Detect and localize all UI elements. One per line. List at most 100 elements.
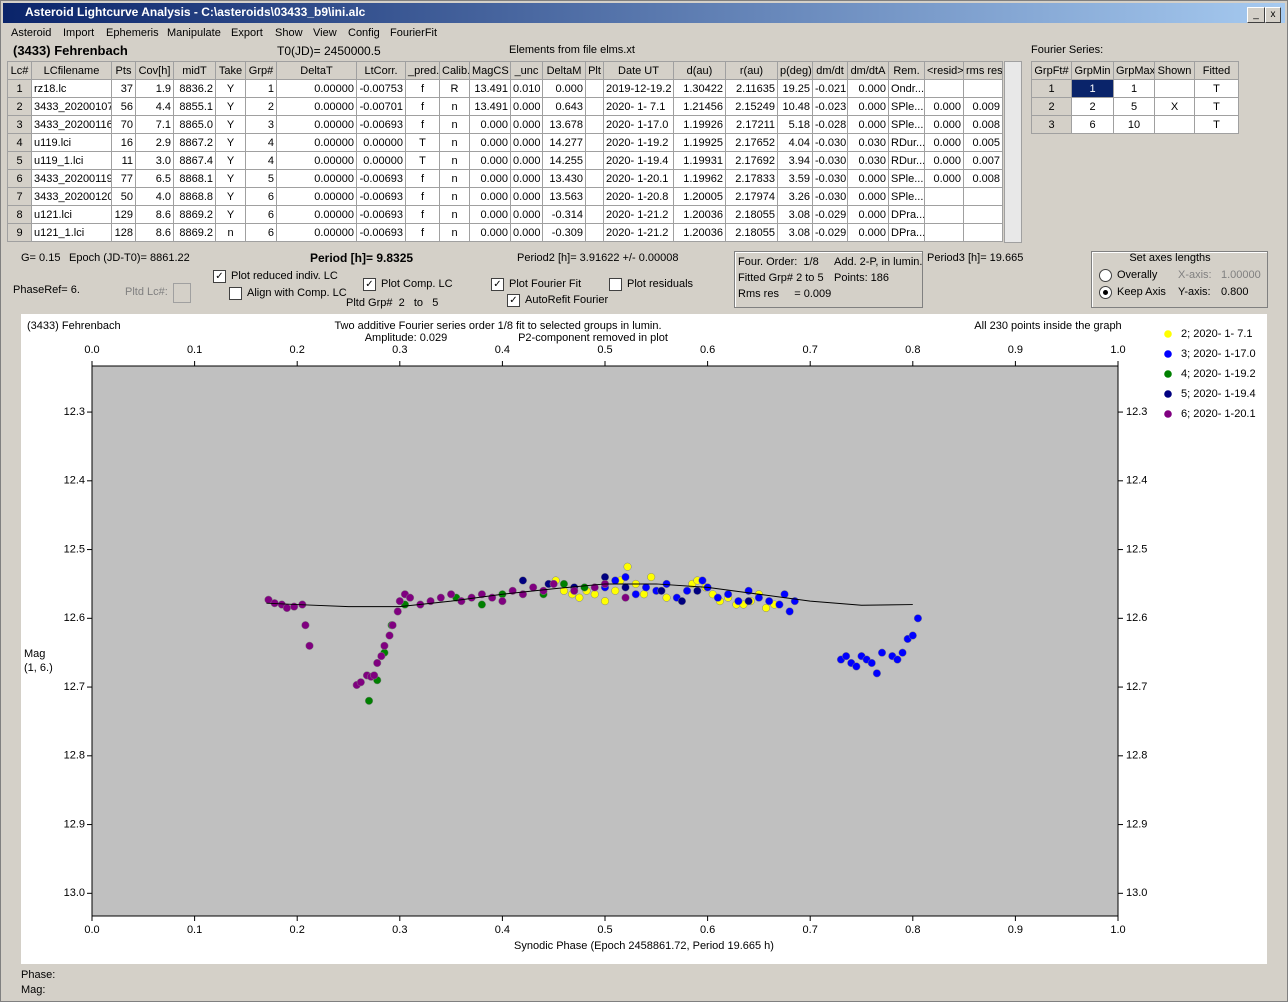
data-point [621,573,630,582]
y-axis-label: (1, 6.) [24,662,53,674]
column-header: dm/dtA [847,61,889,80]
y-tick-label: 13.0 [1126,887,1147,899]
radio[interactable] [1099,286,1112,299]
table-cell: 37 [111,79,136,98]
table-cell: 0.000 [469,187,511,206]
data-point [641,583,651,592]
table-cell: n [439,169,470,188]
column-header: Fitted [1194,61,1239,80]
scrollbar[interactable] [1004,61,1022,243]
table-cell: 2020- 1-17.0 [603,115,674,134]
data-point [683,586,692,595]
radio[interactable] [1099,269,1112,282]
column-header: Grp# [245,61,277,80]
table-cell: SPle... [888,169,925,188]
menu-item[interactable]: Export [231,27,263,39]
table-cell: 2.17974 [725,187,778,206]
table-cell: 4 [245,133,277,152]
checkbox[interactable] [491,278,504,291]
table-cell: u119_1.lci [31,151,112,170]
table-cell: 77 [111,169,136,188]
x-tick-label: 0.8 [905,344,920,356]
data-point [908,631,917,640]
x-tick-label: 0.6 [700,344,715,356]
x-tick-label: 0.3 [392,924,407,936]
table-cell: f [405,223,440,242]
table-cell [963,79,1003,98]
menu-item[interactable]: Show [275,27,303,39]
checkbox[interactable] [507,294,520,307]
y-tick-label: 12.8 [64,750,85,762]
annotation: Amplitude: 0.029 [365,332,448,344]
table-row: 8 u121.lci 129 8.6 8869.2 Y 6 0.00000 -0.00693 f n… [7,205,1003,224]
table-cell: 0.00000 [356,151,406,170]
table-cell: 0.00000 [276,79,357,98]
table-cell: n [439,133,470,152]
table-cell: -0.00693 [356,115,406,134]
table-cell: 0.007 [963,151,1003,170]
y-axis-label: Mag [24,648,45,660]
data-point [477,590,486,599]
table-cell: 8.6 [135,205,174,224]
x-tick-label: 0.5 [597,924,612,936]
data-point [301,621,310,630]
table-cell: 5 [245,169,277,188]
checkbox[interactable] [213,270,226,283]
data-point [677,597,687,606]
table-cell: 128 [111,223,136,242]
column-header: _unc [510,61,543,80]
table-cell: -0.00693 [356,187,406,206]
data-point [373,658,382,668]
fourier-label: Fourier Series: [1031,44,1104,56]
table-cell: 0.000 [924,169,964,188]
table-cell: 3433_20200120 [31,187,112,206]
menu-item[interactable]: Manipulate [167,27,221,39]
checkbox[interactable] [363,278,376,291]
table-cell: SPle... [888,115,925,134]
minimize-button[interactable]: _ [1247,7,1265,23]
data-point [549,579,558,588]
menu-item[interactable]: Config [348,27,380,39]
asteroid-name: (3433) Fehrenbach [13,43,128,58]
close-button[interactable]: x [1265,7,1281,23]
data-point [282,603,291,613]
column-header: GrpFt# [1031,61,1072,80]
table-cell: 0.00000 [276,97,357,116]
checkbox[interactable] [229,287,242,300]
checkbox[interactable] [609,278,622,291]
data-point [385,631,394,640]
data-point [621,593,630,602]
table-cell: n [215,223,246,242]
table-cell: 0.000 [510,223,543,242]
table-cell: n [439,97,470,116]
data-point [877,648,887,657]
table-cell: 4.04 [777,133,813,152]
menu-item[interactable]: Import [63,27,95,39]
table-row: 3 3433_20200116 70 7.1 8865.0 Y 3 0.00000 -0.006… [7,115,1003,134]
menu-item[interactable]: Asteroid [11,27,52,39]
menu-item[interactable]: View [313,27,337,39]
table-cell: Y [215,97,246,116]
table-cell: f [405,187,440,206]
table-cell: 2 [7,97,32,116]
info-text: Points: 186 [834,272,890,284]
menu-item[interactable]: Ephemeris [106,27,159,39]
table-cell: 0.000 [469,133,511,152]
column-header: Calib. [439,61,470,80]
table-cell: 0.000 [510,115,543,134]
table-cell: 0.00000 [276,151,357,170]
menu-item[interactable]: FourierFit [390,27,438,39]
table-cell: 0.00000 [276,169,357,188]
table-cell: 4.4 [135,97,174,116]
spinner[interactable] [173,283,191,303]
table-cell: 3.59 [777,169,813,188]
data-point [867,658,876,668]
y-tick-label: 12.5 [64,543,85,555]
info-text: Fitted Grp# 2 to 5 [738,272,824,284]
table-cell: f [405,79,440,98]
table-cell [585,79,604,98]
table-cell: 1.20005 [673,187,726,206]
table-cell: 0.000 [847,169,889,188]
data-point [305,641,314,650]
table-cell: 2 [245,97,277,116]
